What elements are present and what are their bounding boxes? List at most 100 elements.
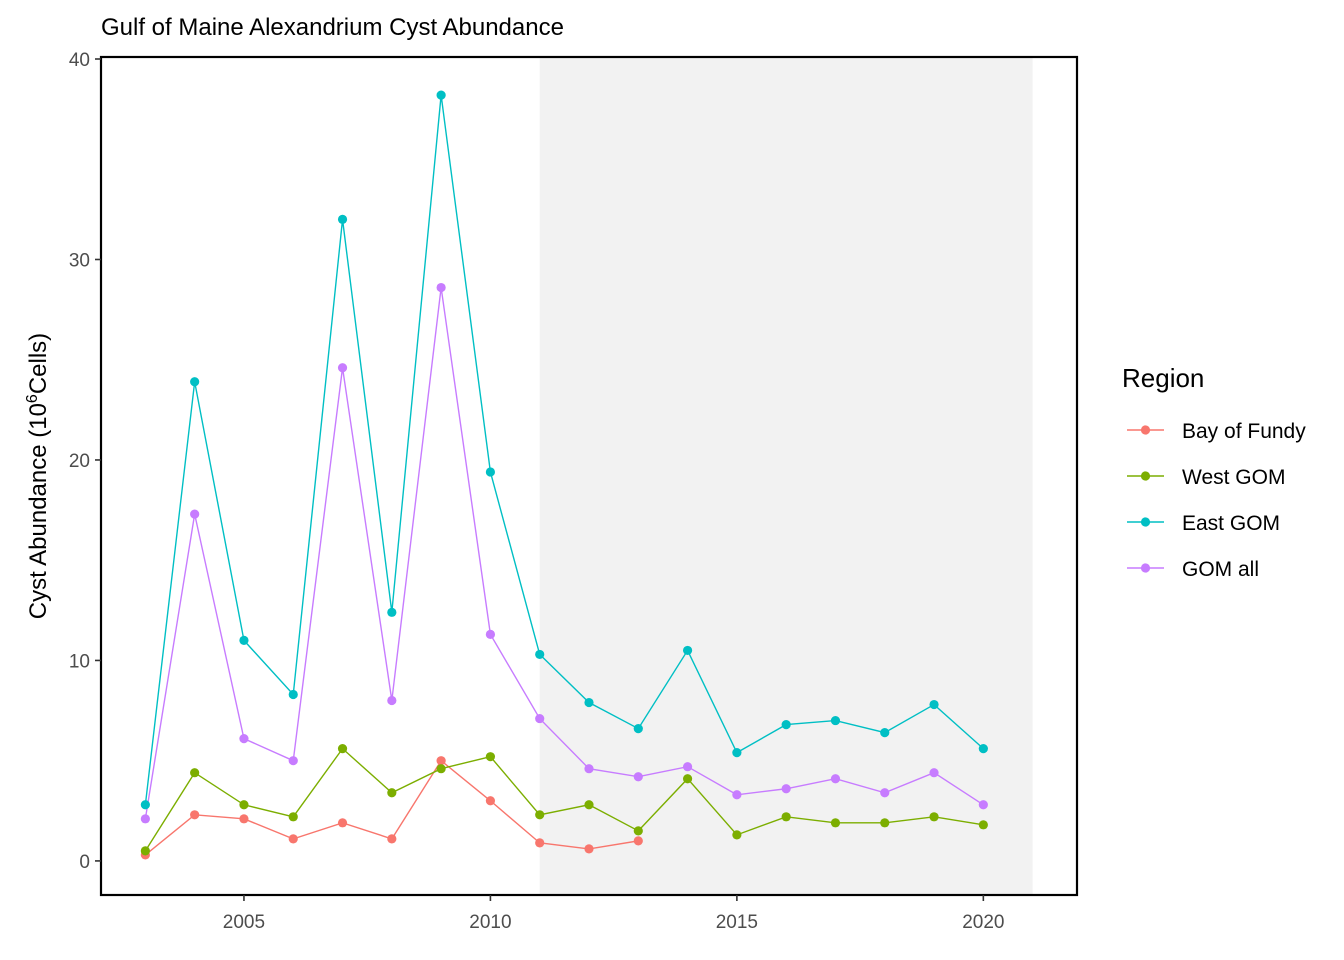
data-point-bay-of-fundy: [535, 838, 545, 848]
data-point-gom-all: [337, 363, 348, 373]
data-point-west-gom: [633, 826, 643, 836]
legend-item-bay-of-fundy: Bay of Fundy: [1127, 420, 1306, 443]
y-tick-label: 10: [69, 651, 90, 672]
data-point-west-gom: [239, 800, 249, 810]
y-axis-label-superscript: 6: [24, 394, 41, 403]
data-point-east-gom: [288, 689, 298, 700]
y-tick-label: 30: [69, 250, 90, 271]
data-point-gom-all: [830, 774, 841, 784]
data-point-east-gom: [633, 724, 643, 734]
data-point-east-gom: [239, 635, 249, 645]
y-tick-label: 40: [69, 50, 90, 71]
shaded-region: [539, 58, 1033, 894]
data-point-gom-all: [387, 695, 397, 706]
series-line-gom-all: [144, 287, 984, 819]
data-point-west-gom: [830, 818, 841, 828]
data-point-bay-of-fundy: [387, 834, 397, 844]
legend-item-west-gom: West GOM: [1127, 466, 1285, 489]
data-point-west-gom: [535, 810, 545, 820]
data-point-west-gom: [584, 800, 594, 810]
legend-key-point: [1140, 563, 1151, 573]
data-point-east-gom: [830, 715, 841, 726]
data-point-west-gom: [140, 846, 150, 856]
y-tick-label: 0: [79, 852, 90, 873]
series-line-west-gom: [144, 747, 984, 852]
x-tick-label: 2015: [716, 912, 758, 933]
x-tick-label: 2020: [962, 912, 1004, 933]
data-point-west-gom: [781, 812, 791, 822]
data-point-west-gom: [387, 788, 397, 798]
data-point-gom-all: [682, 762, 693, 772]
data-point-gom-all: [190, 509, 200, 519]
data-point-west-gom: [190, 768, 200, 778]
data-point-bay-of-fundy: [239, 814, 249, 824]
legend-items: Bay of Fundy West GOM East GOM GOM all: [1127, 420, 1306, 581]
x-tick-label: 2010: [469, 912, 511, 933]
plot-border: [99, 55, 1079, 897]
data-point-west-gom: [929, 812, 939, 822]
data-point-east-gom: [978, 744, 988, 754]
data-point-east-gom: [337, 214, 348, 224]
data-point-bay-of-fundy: [288, 834, 298, 844]
y-axis: 0 10 20 30 40: [69, 50, 101, 873]
plot-area: [99, 55, 1079, 897]
legend: Region Bay of Fundy West GOM East GOM GOM a…: [1122, 363, 1306, 581]
data-point-gom-all: [929, 768, 939, 778]
data-point-west-gom: [978, 820, 988, 830]
x-tick-label: 2005: [223, 912, 265, 933]
data-point-east-gom: [880, 728, 890, 738]
legend-key-point: [1140, 517, 1151, 527]
legend-key-point: [1140, 471, 1151, 481]
data-point-gom-all: [140, 814, 150, 824]
data-point-bay-of-fundy: [436, 756, 446, 766]
data-point-west-gom: [288, 812, 298, 822]
chart-title: Gulf of Maine Alexandrium Cyst Abundance: [101, 14, 564, 41]
data-point-bay-of-fundy: [190, 810, 200, 820]
data-point-east-gom: [535, 649, 545, 660]
data-point-bay-of-fundy: [584, 844, 594, 854]
data-point-bay-of-fundy: [485, 796, 496, 806]
data-point-west-gom: [880, 818, 890, 828]
data-point-east-gom: [781, 719, 791, 730]
data-point-east-gom: [732, 748, 742, 758]
y-axis-label: Cyst Abundance (106Cells): [24, 333, 52, 619]
data-point-bay-of-fundy: [337, 818, 348, 828]
data-point-east-gom: [682, 645, 693, 656]
data-point-gom-all: [880, 788, 890, 798]
data-point-east-gom: [929, 699, 939, 710]
data-point-gom-all: [781, 784, 791, 794]
data-point-east-gom: [584, 697, 594, 708]
series-line-east-gom: [144, 94, 984, 805]
data-point-gom-all: [535, 713, 545, 724]
x-axis: 2005 2010 2015 2020: [223, 895, 1004, 933]
y-tick-label: 20: [69, 451, 90, 472]
data-point-gom-all: [633, 772, 643, 782]
data-point-west-gom: [732, 830, 742, 840]
legend-label: West GOM: [1182, 466, 1285, 489]
data-point-west-gom: [436, 764, 446, 774]
data-point-bay-of-fundy: [633, 836, 643, 846]
legend-key-point: [1140, 425, 1151, 435]
data-point-gom-all: [978, 800, 988, 810]
data-point-west-gom: [682, 774, 693, 784]
legend-item-gom-all: GOM all: [1127, 558, 1259, 581]
data-point-gom-all: [732, 790, 742, 800]
data-point-east-gom: [140, 800, 150, 810]
data-point-gom-all: [485, 629, 496, 639]
legend-title: Region: [1122, 363, 1204, 393]
data-point-gom-all: [239, 734, 249, 744]
legend-label: GOM all: [1182, 558, 1259, 581]
data-point-east-gom: [485, 467, 496, 477]
legend-label: Bay of Fundy: [1182, 420, 1306, 443]
legend-item-east-gom: East GOM: [1127, 512, 1280, 535]
data-point-east-gom: [190, 377, 200, 387]
data-point-east-gom: [436, 90, 446, 100]
legend-label: East GOM: [1182, 512, 1280, 535]
data-point-gom-all: [584, 764, 594, 774]
series-points: [140, 90, 988, 860]
data-point-gom-all: [288, 756, 298, 766]
data-point-east-gom: [387, 607, 397, 617]
data-point-gom-all: [436, 282, 446, 293]
data-point-west-gom: [485, 752, 496, 762]
